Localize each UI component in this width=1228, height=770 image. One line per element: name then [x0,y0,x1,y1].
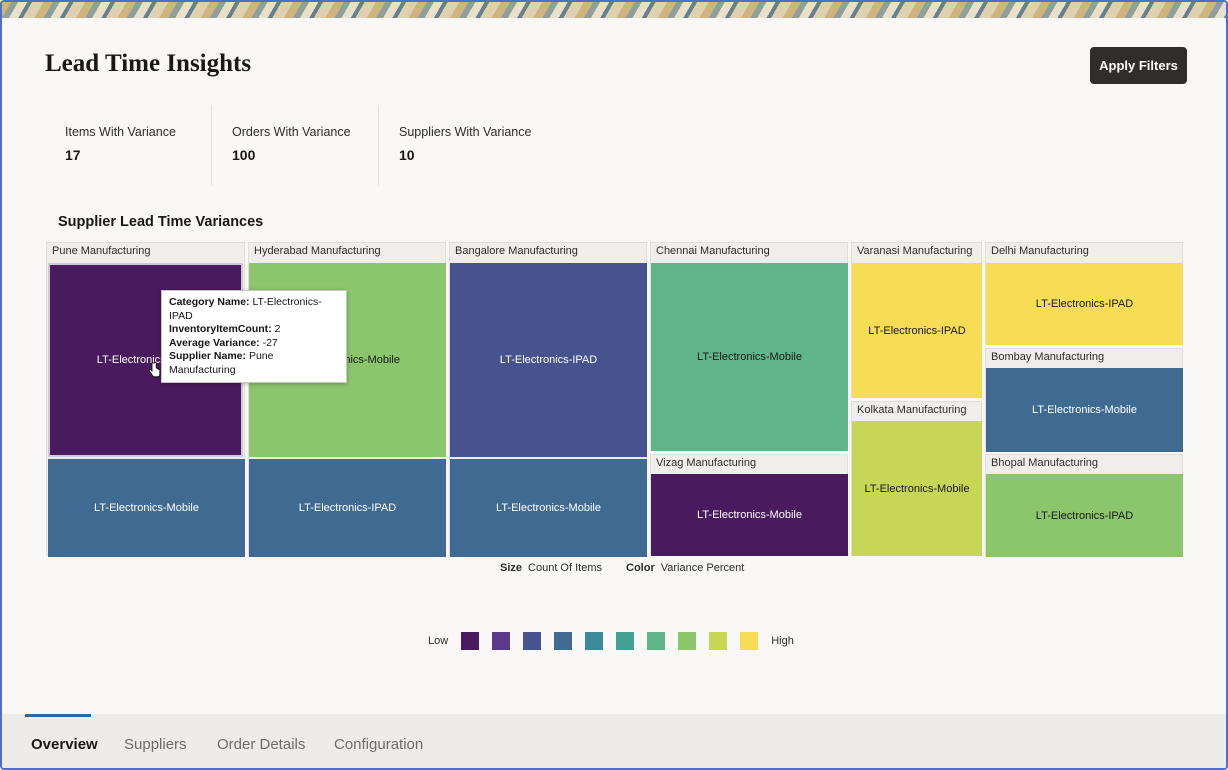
active-tab-indicator [25,714,91,717]
treemap-cell[interactable]: LT-Electronics-IPAD [249,459,446,557]
treemap-group: Bangalore Manufacturing LT-Electronics-IP… [449,242,647,557]
legend-swatch[interactable] [678,632,697,650]
treemap-group: Delhi Manufacturing LT-Electronics-IPAD [985,242,1183,345]
treemap-group-header[interactable]: Bombay Manufacturing [991,351,1105,363]
page-title: Lead Time Insights [45,50,252,77]
legend-swatch[interactable] [554,632,573,650]
tooltip-variance-label: Average Variance: [169,336,260,349]
treemap-group: Chennai Manufacturing LT-Electronics-Mobi… [650,242,848,451]
treemap-group-header[interactable]: Delhi Manufacturing [991,245,1089,257]
metric-label: Suppliers With Variance [399,125,532,139]
treemap-cell[interactable]: LT-Electronics-Mobile [651,263,848,451]
treemap-cell-label: LT-Electronics-IPAD [1035,298,1134,310]
tooltip-count-value: 2 [274,323,281,335]
treemap-cell-label: LT-Electronics-Mobile [697,509,802,521]
treemap-cell-label: LT-Electronics-IPAD [868,324,966,337]
treemap-cell[interactable]: LT-Electronics-Mobile [450,459,647,557]
supplier-variance-treemap: Pune Manufacturing LT-Electronics-IPAD LT-… [46,242,1186,557]
treemap-cell-label: LT-Electronics-Mobile [697,351,802,363]
tooltip-supplier-label: Supplier Name: [169,350,247,362]
treemap-group: Kolkata Manufacturing LT-Electronics-Mobi… [851,401,982,556]
treemap-group-header[interactable]: Bangalore Manufacturing [455,245,578,257]
metric-suppliers-with-variance[interactable]: Suppliers With Variance 10 [379,105,546,185]
treemap-cell[interactable]: LT-Electronics-IPAD [450,263,647,457]
apply-filters-button[interactable]: Apply Filters [1090,47,1187,84]
treemap-cell[interactable]: LT-Electronics-IPAD [986,474,1183,557]
treemap-tooltip: Category Name: LT-Electronics-IPAD Inven… [161,290,347,383]
decorative-banner [2,2,1226,18]
treemap-group: Bhopal Manufacturing LT-Electronics-IPAD [985,454,1183,557]
tab-suppliers[interactable]: Suppliers [124,736,187,753]
size-value: Count Of Items [528,562,602,574]
metrics-panel: Items With Variance 17 Orders With Varia… [45,105,1185,185]
bottom-tab-bar: Overview Suppliers Order Details Configu… [2,714,1226,768]
treemap-cell[interactable]: LT-Electronics-Mobile [48,459,245,557]
treemap-cell-label: LT-Electronics-Mobile [496,502,601,514]
legend-swatch[interactable] [492,632,511,650]
hand-cursor-icon [149,362,161,378]
treemap-size-color-key: Size Count Of Items Color Variance Perce… [500,562,744,574]
metric-value: 17 [65,147,81,163]
metric-items-with-variance[interactable]: Items With Variance 17 [45,105,212,185]
color-legend: Low High [428,632,794,650]
metric-label: Items With Variance [65,125,176,139]
treemap-group-header[interactable]: Hyderabad Manufacturing [254,245,381,257]
treemap-cell[interactable]: LT-Electronics-Mobile [986,368,1183,452]
treemap-group-header[interactable]: Vizag Manufacturing [656,457,757,469]
treemap-group: Vizag Manufacturing LT-Electronics-Mobile [650,454,848,556]
color-value: Variance Percent [660,562,745,574]
tooltip-category-label: Category Name: [169,296,250,308]
tooltip-supplier-value: Pune Manufacturing [169,350,274,376]
treemap-group-header[interactable]: Pune Manufacturing [52,245,151,257]
legend-low-label: Low [428,635,449,647]
treemap-cell-label: LT-Electronics-Mobile [864,482,970,495]
treemap-group-header[interactable]: Chennai Manufacturing [656,245,770,257]
treemap-cell-label: LT-Electronics-IPAD [499,354,598,366]
tab-order-details[interactable]: Order Details [217,736,306,753]
treemap-group-header[interactable]: Varanasi Manufacturing [857,245,973,257]
treemap-cell[interactable]: LT-Electronics-Mobile [651,474,848,556]
size-key: Size [500,562,523,574]
color-key: Color [626,562,655,574]
tooltip-count-label: InventoryItemCount: [169,323,272,335]
legend-swatch[interactable] [461,632,480,650]
tooltip-variance-value: -27 [262,336,278,349]
metric-value: 100 [232,147,256,163]
treemap-group: Bombay Manufacturing LT-Electronics-Mobil… [985,348,1183,452]
treemap-cell-label: LT-Electronics-Mobile [1032,404,1137,416]
treemap-cell-label: LT-Electronics-IPAD [1035,509,1134,522]
treemap-cell-label: LT-Electronics-IPAD [298,502,397,514]
treemap-cell[interactable]: LT-Electronics-Mobile [852,421,982,556]
metric-value: 10 [399,147,415,163]
treemap-group-header[interactable]: Kolkata Manufacturing [857,404,967,416]
metric-label: Orders With Variance [232,125,351,139]
tab-overview[interactable]: Overview [31,736,98,753]
treemap-cell[interactable]: LT-Electronics-IPAD [852,263,982,398]
legend-swatch[interactable] [585,632,604,650]
treemap-title: Supplier Lead Time Variances [58,214,264,230]
metric-orders-with-variance[interactable]: Orders With Variance 100 [212,105,379,185]
treemap-group-header[interactable]: Bhopal Manufacturing [991,457,1099,469]
legend-swatch[interactable] [740,632,759,650]
legend-swatch[interactable] [616,632,635,650]
treemap-cell-label: LT-Electronics-Mobile [94,502,199,514]
treemap-group: Varanasi Manufacturing LT-Electronics-IPA… [851,242,982,398]
tooltip-category-value: LT-Electronics-IPAD [169,296,322,322]
legend-swatch[interactable] [523,632,542,650]
tab-configuration[interactable]: Configuration [334,736,424,753]
legend-swatch[interactable] [709,632,728,650]
legend-high-label: High [771,635,794,647]
treemap-cell[interactable]: LT-Electronics-IPAD [986,263,1183,345]
legend-swatch[interactable] [647,632,666,650]
